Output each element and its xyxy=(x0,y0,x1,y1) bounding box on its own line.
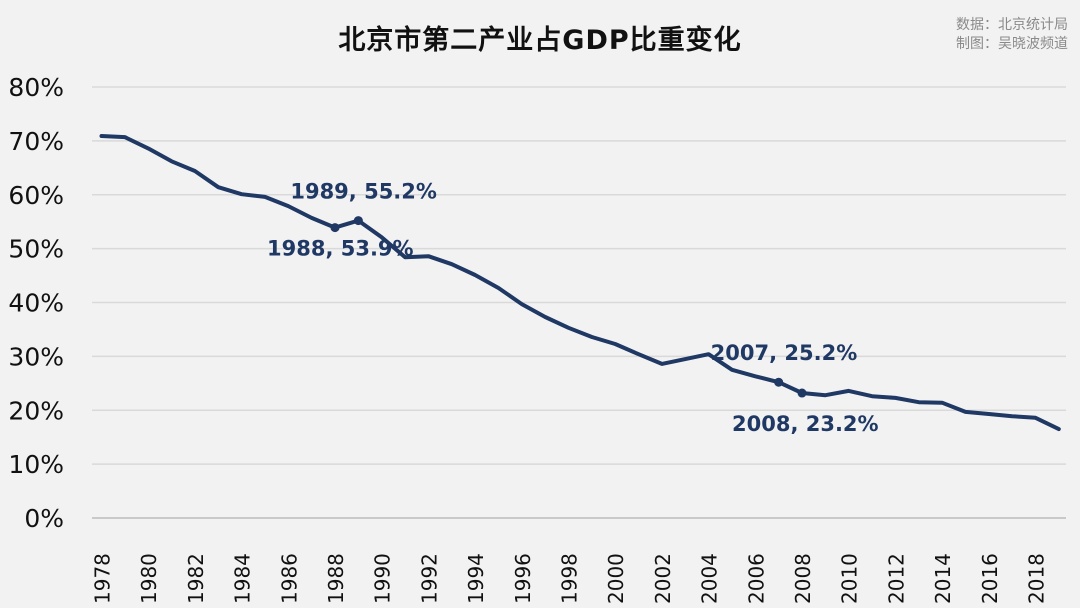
y-tick-label: 70% xyxy=(8,127,64,156)
y-tick-label: 20% xyxy=(8,396,64,425)
source-line-author: 制图：吴晓波频道 xyxy=(956,36,1068,52)
data-point-marker xyxy=(330,223,340,233)
y-tick-label: 60% xyxy=(8,181,64,210)
data-point-marker xyxy=(353,216,363,226)
x-tick-label: 2002 xyxy=(651,553,675,604)
x-tick-label: 1994 xyxy=(464,553,488,604)
x-tick-label: 1998 xyxy=(558,553,582,604)
y-tick-label: 30% xyxy=(8,342,64,371)
y-tick-label: 10% xyxy=(8,450,64,479)
x-tick-label: 2014 xyxy=(931,553,955,604)
y-tick-label: 0% xyxy=(24,504,64,533)
x-tick-label: 1980 xyxy=(137,553,161,604)
source-line-data: 数据：北京统计局 xyxy=(956,17,1068,33)
data-label: 2008, 23.2% xyxy=(732,412,879,436)
x-tick-label: 2000 xyxy=(604,553,628,604)
x-tick-label: 1990 xyxy=(371,553,395,604)
x-tick-label: 2010 xyxy=(838,553,862,604)
x-tick-label: 1988 xyxy=(324,553,348,604)
x-tick-label: 1986 xyxy=(277,553,301,604)
data-label: 1989, 55.2% xyxy=(290,180,437,204)
data-point-marker xyxy=(797,388,807,398)
x-tick-label: 2004 xyxy=(698,553,722,604)
x-tick-label: 2008 xyxy=(791,553,815,604)
x-tick-label: 2012 xyxy=(884,553,908,604)
x-tick-label: 1984 xyxy=(231,553,255,604)
y-tick-label: 40% xyxy=(8,289,64,318)
chart-title: 北京市第二产业占GDP比重变化 xyxy=(338,25,742,56)
data-line xyxy=(99,134,1061,432)
data-label: 1988, 53.9% xyxy=(267,237,414,261)
y-tick-label: 80% xyxy=(8,73,64,102)
y-tick-label: 50% xyxy=(8,235,64,264)
x-tick-label: 2018 xyxy=(1025,553,1049,604)
x-tick-label: 1982 xyxy=(184,553,208,604)
source-note: 数据：北京统计局 制图：吴晓波频道 xyxy=(956,16,1068,54)
data-label: 2007, 25.2% xyxy=(711,341,858,365)
x-tick-label: 1992 xyxy=(417,553,441,604)
x-tick-label: 2016 xyxy=(978,553,1002,604)
x-tick-label: 1996 xyxy=(511,553,535,604)
x-tick-label: 2006 xyxy=(744,553,768,604)
x-tick-label: 1978 xyxy=(91,553,115,604)
data-point-marker xyxy=(774,377,784,387)
